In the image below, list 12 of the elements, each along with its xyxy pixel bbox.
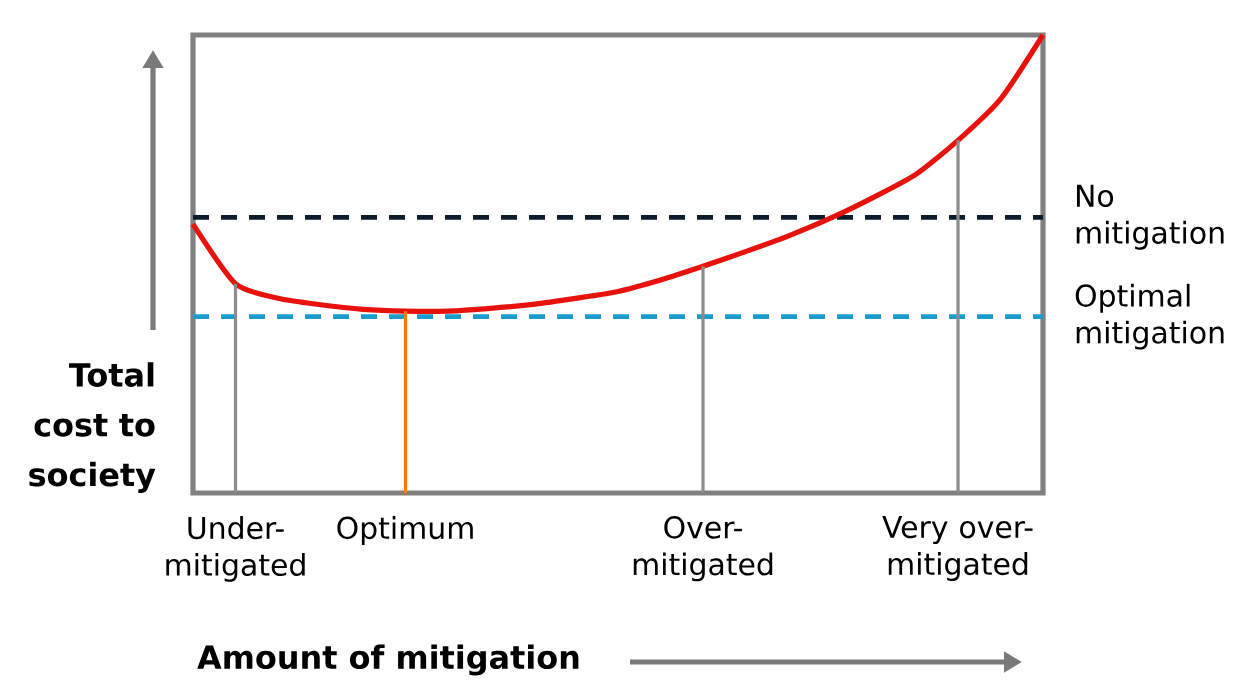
ref-line-label: No mitigation (1076, 184, 1224, 250)
bar (403, 311, 408, 493)
y-axis-title: Total cost to society (29, 362, 156, 493)
x-tick-label: Over-mitigated (633, 516, 773, 582)
x-tick-label: Optimum (337, 516, 473, 545)
ref-line-label: Optimal mitigation (1075, 283, 1224, 350)
x-axis-title: Amount of mitigation (197, 644, 579, 676)
bar (956, 140, 960, 493)
x-tick-label: Very over-mitigated (882, 516, 1033, 581)
x-tick-label: Under-mitigated (166, 516, 305, 582)
bar (701, 266, 705, 493)
bar (233, 283, 238, 493)
